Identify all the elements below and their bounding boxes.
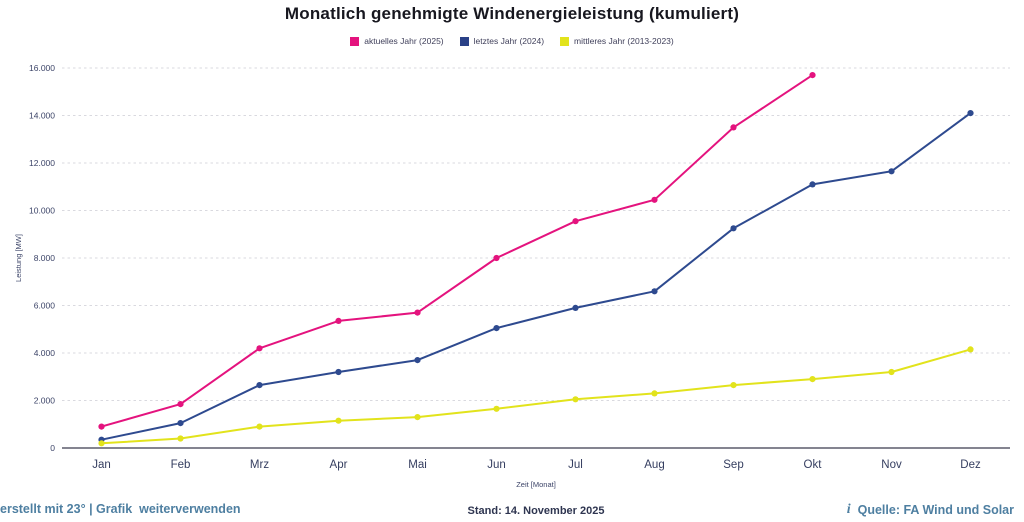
- series-0[interactable]: [98, 72, 816, 430]
- legend-item-1[interactable]: letztes Jahr (2024): [459, 36, 545, 46]
- data-point[interactable]: [651, 196, 658, 203]
- source-label: Quelle: FA Wind und Solar: [857, 503, 1014, 517]
- legend-label: mittleres Jahr (2013-2023): [574, 36, 674, 46]
- x-tick-label: Sep: [723, 459, 743, 471]
- data-point[interactable]: [809, 72, 816, 79]
- data-point[interactable]: [967, 346, 974, 353]
- y-tick-label: 8.000: [34, 253, 56, 263]
- data-point[interactable]: [414, 357, 421, 364]
- x-tick-label: Mrz: [250, 459, 269, 471]
- y-axis-title: Leistung [MW]: [14, 234, 23, 282]
- x-tick-label: Dez: [960, 459, 981, 471]
- data-point[interactable]: [414, 309, 421, 316]
- data-point[interactable]: [493, 254, 500, 262]
- data-point[interactable]: [335, 417, 342, 424]
- data-point[interactable]: [888, 168, 895, 175]
- x-tick-label: Apr: [330, 459, 348, 471]
- chart-legend: aktuelles Jahr (2025) letztes Jahr (2024)…: [0, 36, 1024, 46]
- data-point[interactable]: [98, 423, 105, 430]
- y-axis-tick-labels: 0 2.000 4.000 6.000 8.000 10.000 12.000 14.000 1…: [29, 63, 55, 453]
- data-point[interactable]: [335, 368, 342, 376]
- legend-label: aktuelles Jahr (2025): [364, 36, 444, 46]
- chart-title: Monatlich genehmigte Windenergieleistung…: [284, 4, 740, 23]
- data-point[interactable]: [572, 396, 579, 403]
- y-tick-label: 6.000: [34, 301, 56, 311]
- data-point[interactable]: [256, 382, 263, 389]
- legend-item-2[interactable]: mittleres Jahr (2013-2023): [560, 36, 674, 46]
- series-line: [101, 74, 814, 428]
- y-tick-label: 16.000: [29, 63, 55, 73]
- y-tick-label: 12.000: [29, 158, 55, 168]
- series-line: [101, 348, 971, 445]
- x-tick-label: Okt: [804, 459, 823, 471]
- data-point[interactable]: [335, 317, 342, 324]
- data-point[interactable]: [809, 181, 816, 188]
- data-point[interactable]: [177, 420, 184, 427]
- data-point[interactable]: [98, 440, 105, 447]
- legend-swatch-icon: [350, 36, 360, 46]
- data-point[interactable]: [493, 405, 500, 412]
- data-point[interactable]: [730, 124, 737, 131]
- source-link[interactable]: i Quelle: FA Wind und Solar: [847, 502, 1014, 518]
- data-point[interactable]: [414, 414, 421, 421]
- x-tick-label: Nov: [881, 459, 902, 471]
- x-tick-label: Mai: [408, 459, 427, 471]
- data-point[interactable]: [177, 401, 184, 408]
- data-point[interactable]: [572, 218, 579, 225]
- data-series[interactable]: [98, 72, 974, 447]
- x-tick-label: Jan: [92, 459, 111, 471]
- info-icon: i: [846, 502, 851, 517]
- legend-swatch-icon: [560, 36, 570, 46]
- data-point[interactable]: [651, 288, 658, 295]
- data-point[interactable]: [730, 382, 737, 389]
- y-tick-label: 0: [50, 443, 55, 453]
- data-point[interactable]: [888, 368, 895, 376]
- y-tick-label: 10.000: [29, 206, 55, 216]
- y-tick-label: 14.000: [29, 111, 55, 121]
- data-point[interactable]: [809, 376, 816, 383]
- data-point[interactable]: [651, 390, 658, 397]
- legend-item-0[interactable]: aktuelles Jahr (2025): [350, 36, 444, 46]
- x-tick-label: Jul: [568, 459, 583, 471]
- series-2[interactable]: [98, 346, 974, 447]
- x-axis-title: Zeit [Monat]: [516, 480, 556, 489]
- data-point[interactable]: [572, 304, 579, 311]
- data-point[interactable]: [256, 423, 263, 430]
- line-chart[interactable]: 0 2.000 4.000 6.000 8.000 10.000 12.000 14.000 1…: [0, 0, 1024, 500]
- data-point[interactable]: [730, 225, 737, 232]
- x-axis-tick-labels: Jan Feb Mrz Apr Mai Jun Jul Aug Sep Okt Nov Dez: [92, 459, 981, 471]
- data-point[interactable]: [177, 435, 184, 442]
- x-tick-label: Jun: [487, 459, 506, 471]
- x-tick-label: Feb: [171, 459, 191, 471]
- legend-swatch-icon: [459, 36, 469, 46]
- data-point[interactable]: [493, 325, 500, 332]
- status-date: Stand: 14. November 2025: [467, 505, 605, 517]
- y-tick-label: 4.000: [34, 348, 56, 358]
- data-point[interactable]: [967, 110, 974, 117]
- gridlines: [62, 67, 1010, 449]
- made-with-link[interactable]: erstellt mit 23° | Grafik weiterverwende…: [0, 502, 241, 516]
- legend-label: letztes Jahr (2024): [473, 36, 545, 46]
- series-line: [101, 112, 972, 441]
- data-point[interactable]: [256, 345, 263, 352]
- series-1[interactable]: [98, 110, 974, 443]
- y-tick-label: 2.000: [34, 396, 56, 406]
- x-tick-label: Aug: [644, 459, 664, 471]
